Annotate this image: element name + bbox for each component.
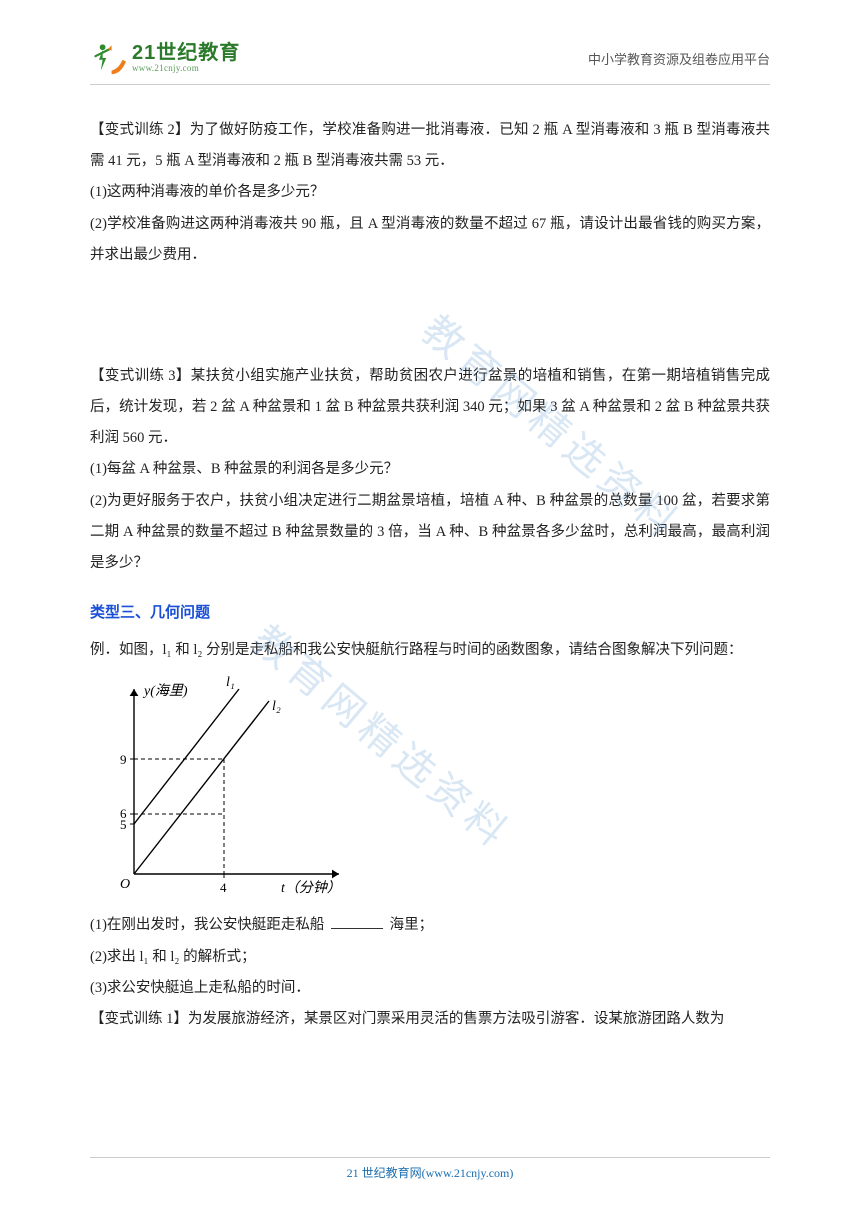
logo: 21世纪教育 www.21cnjy.com <box>90 40 240 76</box>
spacer <box>90 271 770 361</box>
variant-2-q1: (1)这两种消毒液的单价各是多少元？ <box>90 177 770 208</box>
header-title: 中小学教育资源及组卷应用平台 <box>588 49 770 68</box>
logo-main: 21世纪教育 <box>132 42 240 64</box>
svg-text:4: 4 <box>220 880 227 895</box>
variant-3-q1: (1)每盆 A 种盆景、B 种盆景的利润各是多少元？ <box>90 454 770 485</box>
footer-divider <box>90 1157 770 1158</box>
chart-figure: y(海里)t（分钟）Ol₁l₂5694 <box>94 674 770 904</box>
footer: 21 世纪教育网(www.21cnjy.com) <box>0 1157 860 1182</box>
svg-text:9: 9 <box>120 752 127 767</box>
logo-sub: www.21cnjy.com <box>132 64 240 74</box>
variant-3-q2: (2)为更好服务于农户，扶贫小组决定进行二期盆景培植，培植 A 种、B 种盆景的… <box>90 486 770 580</box>
svg-text:O: O <box>120 877 130 892</box>
example-q1-text-a: (1)在刚出发时，我公安快艇距走私船 <box>90 917 328 933</box>
svg-text:l₂: l₂ <box>272 699 281 714</box>
svg-text:t（分钟）: t（分钟） <box>281 880 341 896</box>
svg-text:y(海里): y(海里) <box>142 683 188 699</box>
variant-3-intro: 【变式训练 3】某扶贫小组实施产业扶贫，帮助贫困农户进行盆景的培植和销售，在第一… <box>90 361 770 455</box>
distance-time-chart: y(海里)t（分钟）Ol₁l₂5694 <box>94 674 354 904</box>
svg-text:l₁: l₁ <box>226 675 235 690</box>
variant-1-next: 【变式训练 1】为发展旅游经济，某景区对门票采用灵活的售票方法吸引游客．设某旅游… <box>90 1004 770 1035</box>
example-q1: (1)在刚出发时，我公安快艇距走私船 海里； <box>90 910 770 941</box>
page: 21世纪教育 www.21cnjy.com 中小学教育资源及组卷应用平台 教育网… <box>0 0 860 1216</box>
example-q3: (3)求公安快艇追上走私船的时间． <box>90 973 770 1004</box>
blank-answer[interactable] <box>331 915 383 929</box>
example-intro: 例．如图，l₁ 和 l₂ 分别是走私船和我公安快艇航行路程与时间的函数图象，请结… <box>90 635 770 666</box>
header-divider <box>90 84 770 85</box>
logo-text: 21世纪教育 www.21cnjy.com <box>132 42 240 74</box>
variant-2-q2: (2)学校准备购进这两种消毒液共 90 瓶，且 A 型消毒液的数量不超过 67 … <box>90 209 770 271</box>
example-q2: (2)求出 l₁ 和 l₂ 的解析式； <box>90 942 770 973</box>
variant-2-intro: 【变式训练 2】为了做好防疫工作，学校准备购进一批消毒液．已知 2 瓶 A 型消… <box>90 115 770 177</box>
footer-text: 21 世纪教育网(www.21cnjy.com) <box>347 1166 514 1180</box>
content: 教育网精选资料教育网精选资料 【变式训练 2】为了做好防疫工作，学校准备购进一批… <box>90 115 770 1035</box>
svg-text:6: 6 <box>120 806 127 821</box>
header: 21世纪教育 www.21cnjy.com 中小学教育资源及组卷应用平台 <box>90 40 770 76</box>
section-3-title: 类型三、几何问题 <box>90 597 770 629</box>
example-q1-text-b: 海里； <box>386 917 433 933</box>
logo-icon <box>90 40 126 76</box>
